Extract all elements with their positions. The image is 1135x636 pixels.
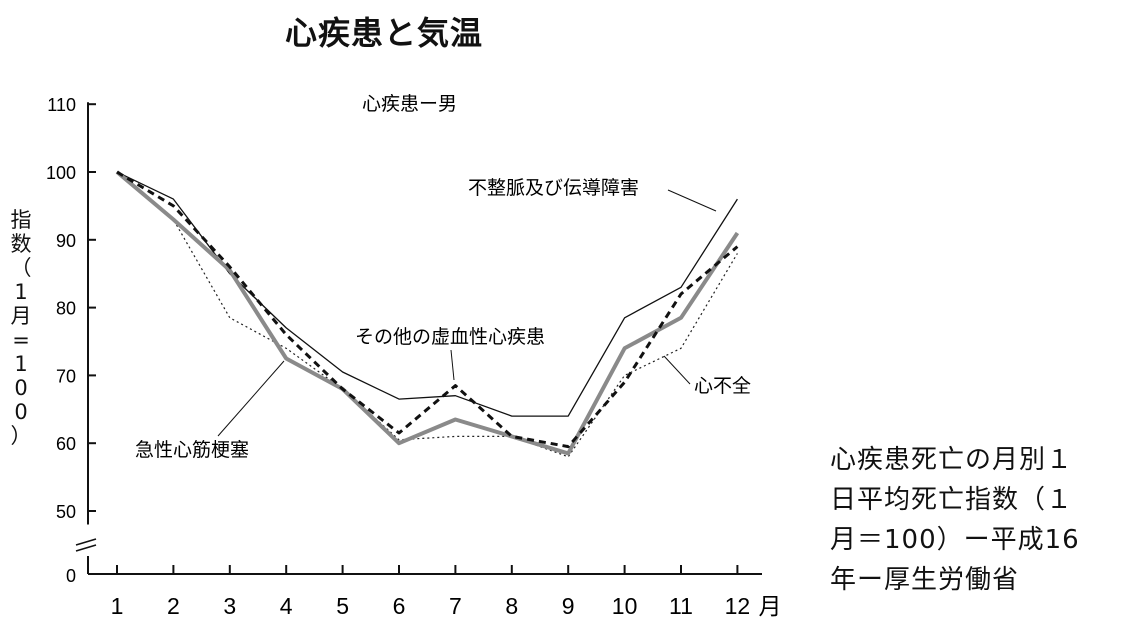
chart-subtitle: 心疾患ー男 [362, 93, 457, 115]
y-tick-label: 80 [56, 299, 76, 319]
annotation-leader [217, 360, 285, 437]
y-tick-label: 100 [46, 163, 76, 183]
series-annotation: 心不全 [694, 375, 751, 397]
x-tick-label: 2 [167, 593, 180, 619]
y-tick-label: 60 [56, 434, 76, 454]
y-axis-label-char: 0 [14, 400, 28, 424]
x-tick-label: 3 [223, 593, 236, 619]
series-annotation: その他の虚血性心疾患 [355, 326, 545, 348]
axis-break-mark [75, 544, 97, 552]
annotation-leader [450, 349, 455, 381]
series-line-4 [116, 171, 738, 458]
x-tick-label: 4 [280, 593, 293, 619]
axis-break-mark [75, 538, 97, 546]
y-axis-label-char: 指 [10, 208, 32, 232]
y-axis-label-char: 0 [14, 376, 28, 400]
series-annotation: 不整脈及び伝導障害 [468, 177, 639, 199]
x-tick-label: 5 [336, 593, 349, 619]
annotation-leader [667, 189, 717, 212]
caption-line: 月＝100）ー平成16 [830, 525, 1080, 555]
x-tick-label: 7 [449, 593, 462, 619]
y-axis-label-char: （ [10, 256, 32, 280]
series-line-1 [116, 171, 738, 417]
series-annotation: 急性心筋梗塞 [135, 439, 249, 461]
series-line-2 [116, 170, 739, 449]
y-axis-label: 指 数 （ 1 月 = 1 0 0 ） [6, 208, 36, 448]
x-tick-label: 8 [505, 593, 518, 619]
x-tick-label: 1 [111, 593, 124, 619]
x-tick-label: 11 [669, 593, 693, 619]
y-axis-label-char: = [12, 328, 30, 352]
x-axis-label: 月 [759, 594, 782, 620]
annotation-leader [663, 355, 691, 385]
x-tick-label: 6 [393, 593, 406, 619]
chart-title: 心疾患と気温 [285, 14, 484, 52]
y-axis-label-char: 月 [10, 304, 32, 328]
y-tick-label: 0 [66, 566, 76, 586]
x-tick-label: 12 [725, 593, 751, 619]
y-axis-label-char: 1 [14, 280, 28, 304]
x-tick-label: 9 [562, 593, 575, 619]
y-tick-label: 110 [47, 95, 76, 115]
y-axis-label-char: ） [10, 424, 32, 448]
caption-line: 日平均死亡指数（１ [830, 485, 1074, 515]
y-axis-label-char: 数 [10, 232, 32, 256]
caption-line: 年ー厚生労働省 [830, 565, 1020, 595]
figure-caption: 心疾患死亡の月別１ 日平均死亡指数（１ 月＝100）ー平成16 年ー厚生労働省 [830, 440, 1130, 600]
y-tick-label: 70 [56, 366, 76, 386]
y-tick-label: 90 [56, 231, 76, 251]
y-axis-label-char: 1 [14, 352, 28, 376]
series-line-3 [115, 170, 740, 456]
x-tick-label: 10 [612, 593, 638, 619]
caption-line: 心疾患死亡の月別１ [830, 445, 1074, 475]
y-tick-label: 50 [56, 502, 76, 522]
